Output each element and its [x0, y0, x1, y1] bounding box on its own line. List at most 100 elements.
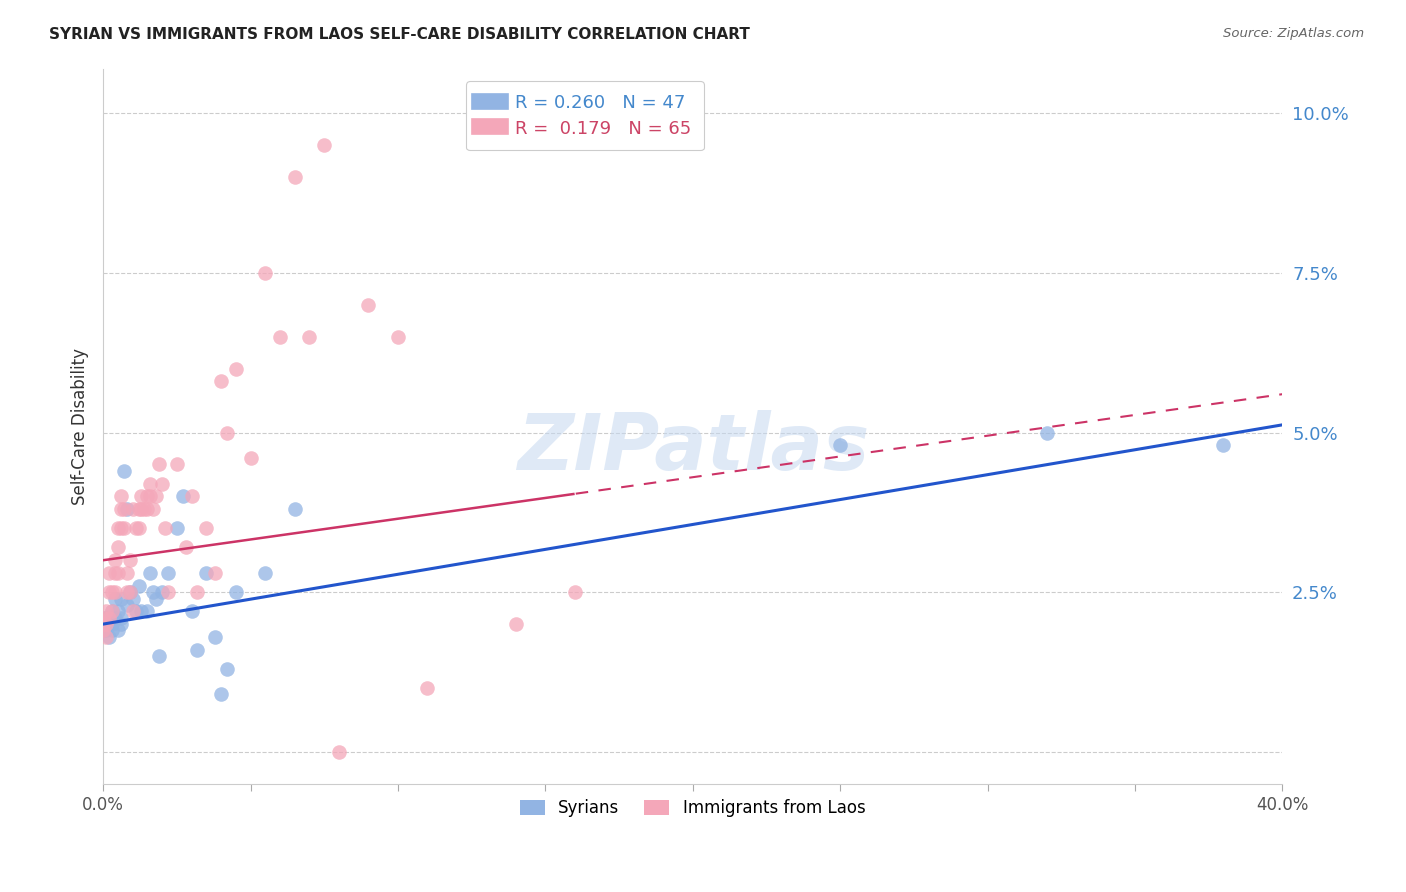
Point — [148, 458, 170, 472]
Point — [128, 579, 150, 593]
Text: ZIPatlas: ZIPatlas — [516, 409, 869, 485]
Point — [118, 553, 141, 567]
Point — [104, 591, 127, 606]
Point — [131, 604, 153, 618]
Point — [195, 521, 218, 535]
Point — [156, 566, 179, 580]
Point — [112, 464, 135, 478]
Point — [328, 745, 350, 759]
Point — [94, 610, 117, 624]
Point — [204, 630, 226, 644]
Point — [98, 617, 121, 632]
Point — [186, 585, 208, 599]
Point — [110, 489, 132, 503]
Point — [91, 624, 114, 638]
Point — [153, 521, 176, 535]
Point — [91, 610, 114, 624]
Y-axis label: Self-Care Disability: Self-Care Disability — [72, 348, 89, 505]
Point — [1035, 425, 1057, 440]
Point — [115, 585, 138, 599]
Point — [101, 585, 124, 599]
Point — [104, 585, 127, 599]
Point — [166, 458, 188, 472]
Point — [94, 617, 117, 632]
Point — [136, 489, 159, 503]
Point — [94, 617, 117, 632]
Point — [115, 502, 138, 516]
Point — [150, 476, 173, 491]
Point — [148, 648, 170, 663]
Point — [112, 521, 135, 535]
Point — [225, 361, 247, 376]
Text: SYRIAN VS IMMIGRANTS FROM LAOS SELF-CARE DISABILITY CORRELATION CHART: SYRIAN VS IMMIGRANTS FROM LAOS SELF-CARE… — [49, 27, 749, 42]
Point — [195, 566, 218, 580]
Point — [98, 610, 121, 624]
Point — [314, 138, 336, 153]
Point — [107, 624, 129, 638]
Point — [118, 585, 141, 599]
Point — [387, 329, 409, 343]
Point — [142, 585, 165, 599]
Point — [91, 624, 114, 638]
Point — [174, 541, 197, 555]
Point — [121, 591, 143, 606]
Point — [107, 566, 129, 580]
Point — [180, 604, 202, 618]
Point — [91, 617, 114, 632]
Point — [101, 624, 124, 638]
Point — [124, 521, 146, 535]
Point — [145, 591, 167, 606]
Point — [94, 630, 117, 644]
Point — [225, 585, 247, 599]
Point — [94, 604, 117, 618]
Point — [204, 566, 226, 580]
Point — [112, 502, 135, 516]
Point — [156, 585, 179, 599]
Point — [104, 610, 127, 624]
Point — [136, 604, 159, 618]
Point — [284, 502, 307, 516]
Point — [98, 630, 121, 644]
Point — [110, 617, 132, 632]
Point — [142, 502, 165, 516]
Point — [101, 604, 124, 618]
Point — [128, 502, 150, 516]
Legend: Syrians, Immigrants from Laos: Syrians, Immigrants from Laos — [512, 791, 875, 825]
Point — [131, 502, 153, 516]
Point — [139, 476, 162, 491]
Point — [139, 566, 162, 580]
Point — [110, 502, 132, 516]
Point — [121, 604, 143, 618]
Point — [172, 489, 194, 503]
Point — [209, 375, 232, 389]
Point — [98, 585, 121, 599]
Point — [239, 451, 262, 466]
Point — [118, 585, 141, 599]
Point — [107, 521, 129, 535]
Point — [101, 604, 124, 618]
Point — [131, 489, 153, 503]
Point — [209, 687, 232, 701]
Point — [564, 585, 586, 599]
Point — [416, 681, 439, 695]
Point — [215, 662, 238, 676]
Point — [115, 566, 138, 580]
Point — [269, 329, 291, 343]
Point — [115, 598, 138, 612]
Point — [284, 170, 307, 185]
Point — [107, 541, 129, 555]
Point — [166, 521, 188, 535]
Text: Source: ZipAtlas.com: Source: ZipAtlas.com — [1223, 27, 1364, 40]
Point — [505, 617, 527, 632]
Point — [134, 502, 156, 516]
Point — [124, 604, 146, 618]
Point — [150, 585, 173, 599]
Point — [91, 610, 114, 624]
Point — [98, 610, 121, 624]
Point — [110, 521, 132, 535]
Point — [110, 591, 132, 606]
Point — [104, 553, 127, 567]
Point — [180, 489, 202, 503]
Point — [830, 438, 852, 452]
Point — [98, 566, 121, 580]
